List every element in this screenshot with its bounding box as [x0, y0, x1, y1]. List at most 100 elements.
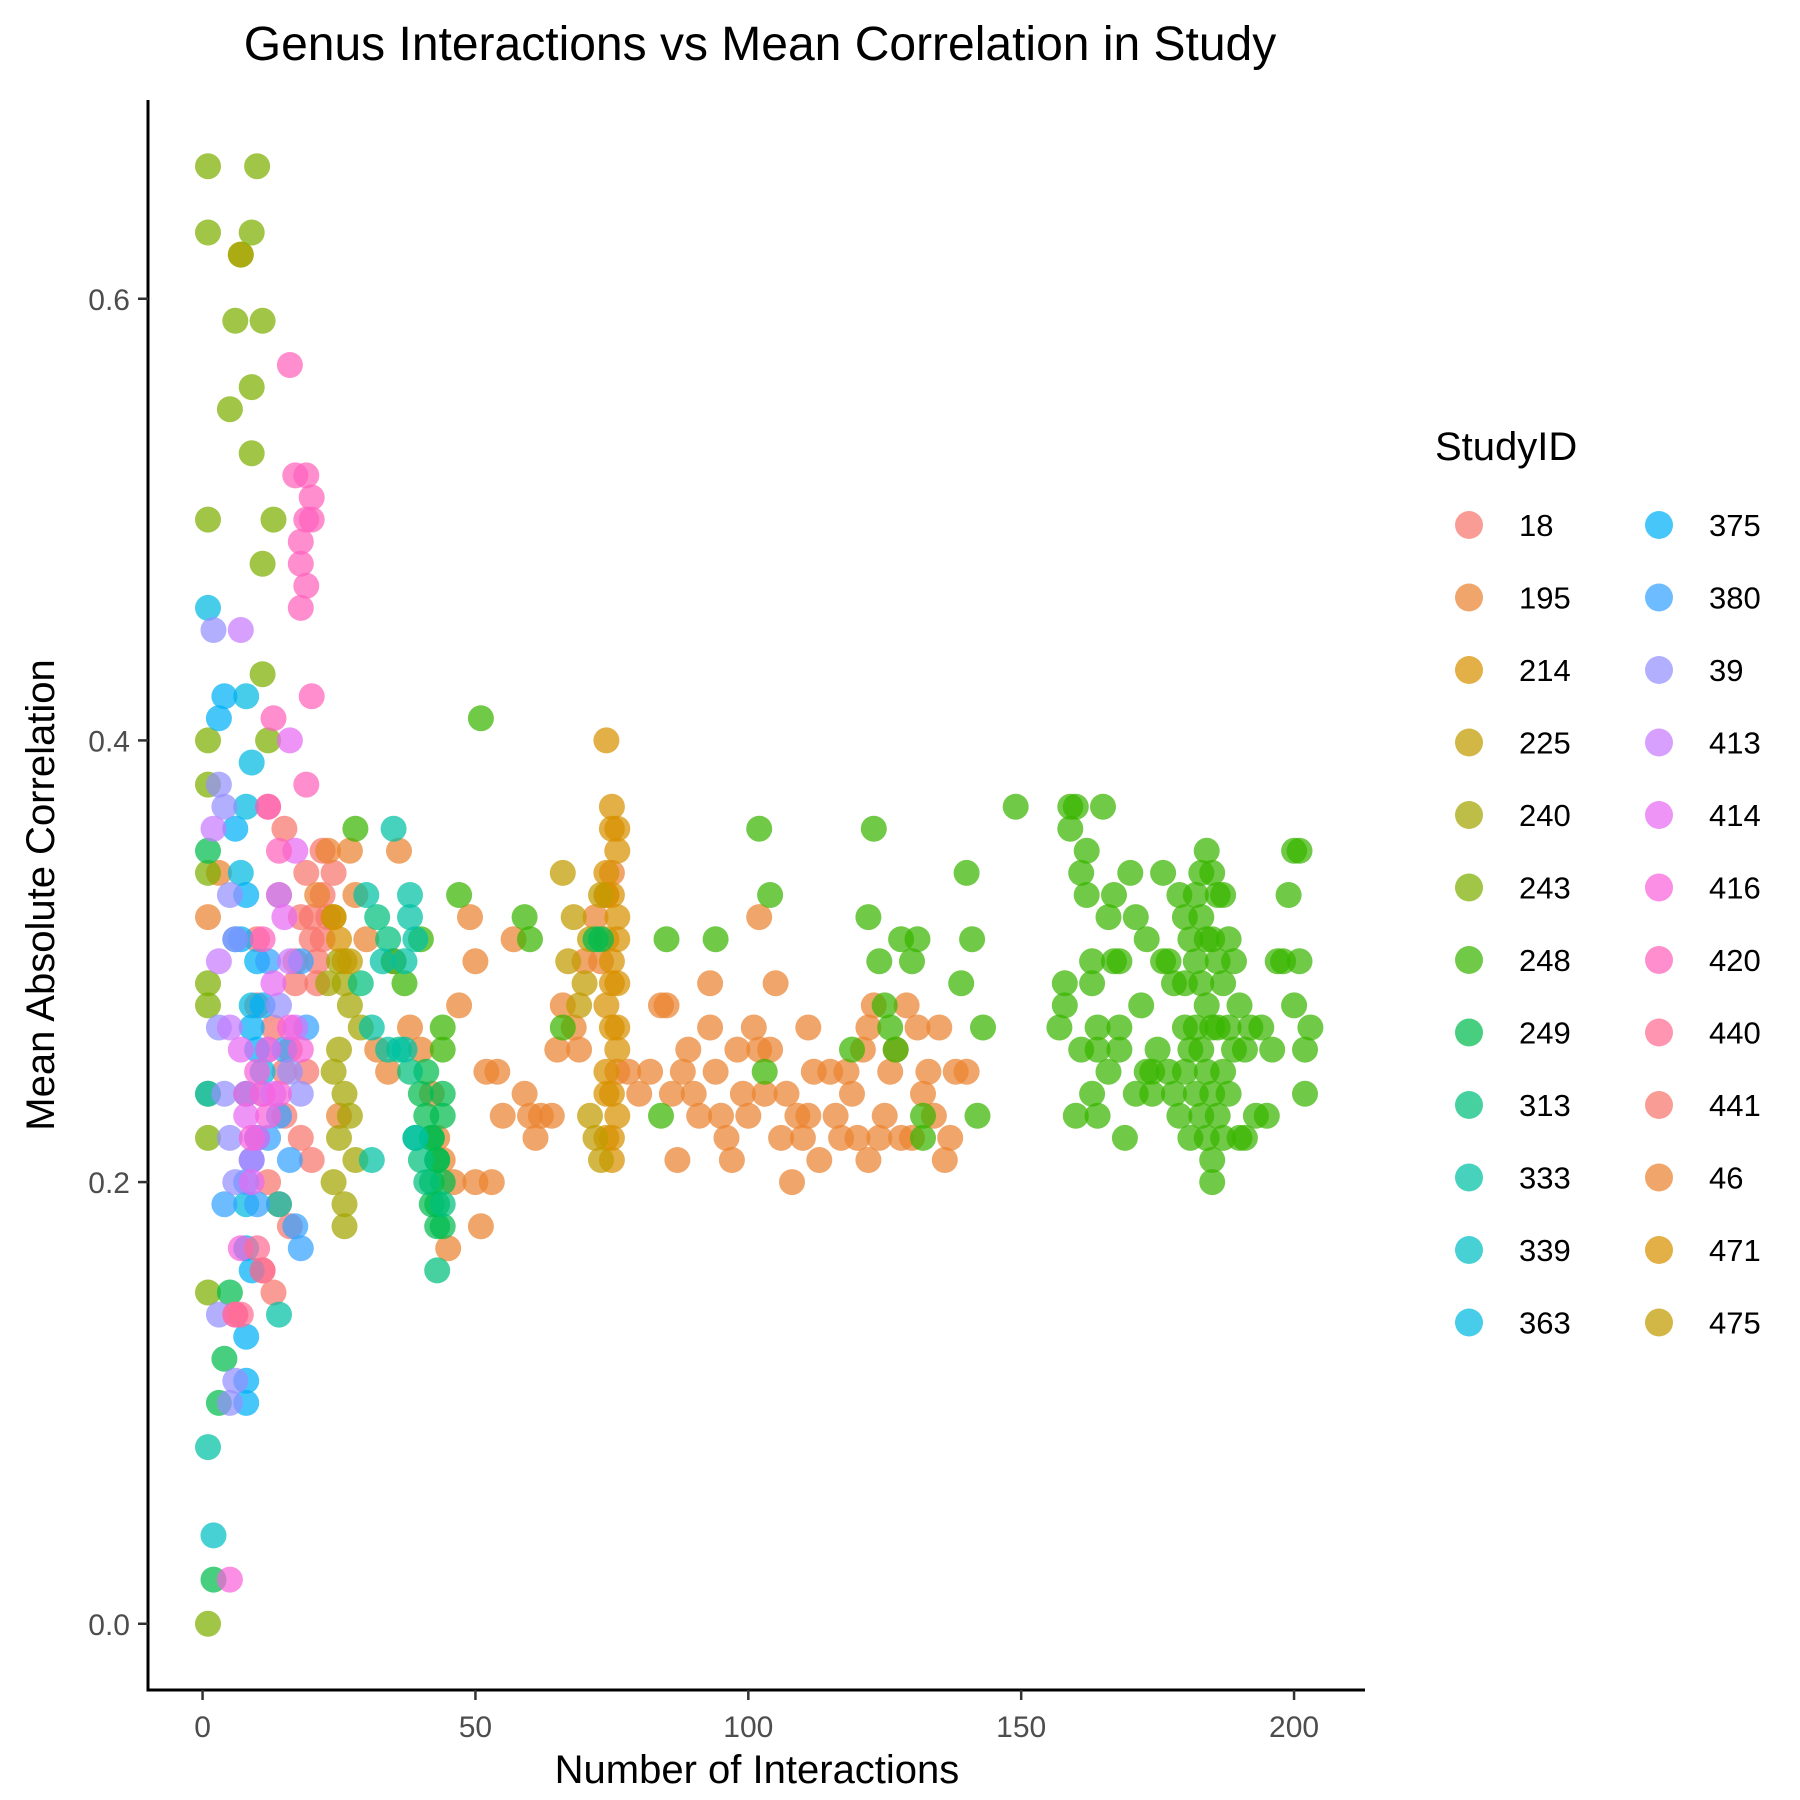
- data-point: [566, 992, 593, 1019]
- legend-label: 333: [1519, 1161, 1571, 1196]
- data-point: [467, 705, 494, 732]
- data-point: [588, 1147, 614, 1173]
- legend-label: 39: [1709, 653, 1743, 688]
- legend-label: 248: [1519, 943, 1571, 978]
- data-point: [397, 904, 423, 931]
- data-point: [860, 815, 887, 842]
- data-point: [855, 1014, 882, 1041]
- data-point: [604, 1014, 631, 1041]
- data-point: [200, 617, 227, 643]
- legend-item: 441: [1645, 1088, 1761, 1123]
- data-point: [238, 374, 265, 401]
- data-point: [806, 1147, 833, 1173]
- legend-item: 339: [1455, 1233, 1571, 1268]
- data-point: [1090, 793, 1116, 820]
- data-point: [789, 1124, 816, 1151]
- data-point: [598, 948, 625, 975]
- data-point: [751, 1080, 778, 1107]
- legend-label: 214: [1519, 653, 1571, 688]
- data-point: [604, 815, 631, 842]
- data-point: [287, 550, 314, 577]
- legend-label: 363: [1519, 1306, 1571, 1341]
- data-point: [1084, 1102, 1111, 1129]
- data-point: [1171, 1058, 1198, 1085]
- data-point: [249, 550, 276, 577]
- data-point: [211, 1191, 238, 1218]
- legend-key: [1645, 511, 1673, 539]
- data-point: [413, 1169, 440, 1196]
- data-point: [331, 1191, 358, 1218]
- data-point: [1101, 882, 1127, 908]
- data-point: [287, 1080, 314, 1107]
- data-point: [686, 1102, 713, 1129]
- data-point: [1193, 837, 1220, 864]
- data-point: [833, 1058, 860, 1085]
- data-point: [298, 484, 325, 511]
- data-point: [227, 1036, 254, 1063]
- data-point: [195, 1124, 221, 1151]
- data-point: [276, 1147, 303, 1173]
- data-point: [369, 948, 396, 975]
- data-point: [1106, 1036, 1133, 1063]
- data-point: [1106, 948, 1133, 975]
- data-point: [1199, 1169, 1226, 1196]
- data-point: [429, 1014, 456, 1041]
- data-point: [1215, 1080, 1242, 1107]
- data-point: [222, 926, 249, 953]
- data-point: [1166, 1102, 1193, 1129]
- legend-label: 375: [1709, 508, 1761, 543]
- data-point: [397, 882, 423, 908]
- data-point: [347, 970, 374, 997]
- data-point: [877, 1014, 904, 1041]
- legend-item: 413: [1645, 726, 1761, 761]
- data-point: [478, 1169, 505, 1196]
- data-point: [970, 1014, 996, 1041]
- data-point: [276, 1058, 303, 1085]
- data-point: [1057, 815, 1084, 842]
- data-point: [222, 1301, 249, 1328]
- data-point: [287, 1036, 314, 1063]
- data-point: [293, 462, 320, 489]
- x-tick-label: 150: [996, 1711, 1046, 1744]
- data-point: [195, 594, 221, 621]
- data-point: [320, 859, 347, 886]
- data-point: [266, 882, 292, 908]
- data-point: [577, 1102, 603, 1129]
- legend-item: 363: [1455, 1306, 1571, 1341]
- data-point: [1188, 1036, 1215, 1063]
- data-point: [1281, 992, 1308, 1019]
- data-point: [1117, 859, 1144, 886]
- x-axis-title: Number of Interactions: [555, 1748, 960, 1792]
- data-point: [1122, 904, 1149, 931]
- legend-item: 375: [1645, 508, 1761, 543]
- x-axis-ticks: 0 50 100 150 200: [194, 1690, 1319, 1744]
- legend-key: [1645, 1018, 1673, 1047]
- data-point: [1084, 1036, 1111, 1063]
- data-point: [588, 882, 614, 908]
- data-point: [593, 992, 620, 1019]
- data-point: [713, 1124, 740, 1151]
- data-point: [233, 683, 260, 710]
- data-point: [779, 1169, 805, 1196]
- data-point: [276, 352, 303, 378]
- data-point: [446, 992, 473, 1019]
- data-points: [195, 153, 1324, 1637]
- legend-key: [1455, 1163, 1483, 1192]
- data-point: [205, 948, 232, 975]
- data-point: [773, 1080, 800, 1107]
- data-point: [386, 837, 412, 864]
- data-point: [1286, 948, 1313, 975]
- legend-item: 240: [1455, 798, 1571, 833]
- data-point: [238, 749, 265, 776]
- legend-label: 471: [1709, 1233, 1761, 1268]
- data-point: [435, 1235, 462, 1262]
- data-point: [855, 1147, 882, 1173]
- series-333: [195, 815, 429, 1461]
- data-point: [1286, 837, 1313, 864]
- legend-item: 248: [1455, 943, 1571, 978]
- data-point: [326, 1124, 352, 1151]
- data-point: [195, 219, 221, 246]
- legend-key: [1645, 1163, 1673, 1192]
- data-point: [762, 970, 789, 997]
- data-point: [364, 904, 391, 931]
